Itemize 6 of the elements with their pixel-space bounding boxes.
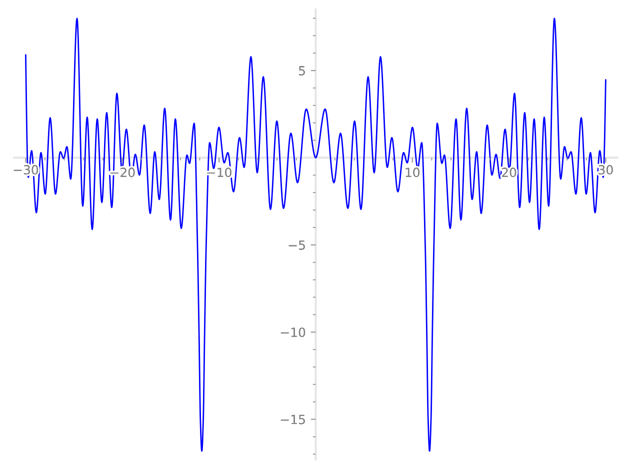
y-tick-label: −10 [280,328,306,338]
y-tick-label: −15 [280,414,305,424]
x-tick-label: 20 [502,168,516,178]
y-tick-label: 5 [298,66,305,76]
x-tick-label: 10 [406,168,420,178]
y-tick-label: −5 [288,240,305,250]
